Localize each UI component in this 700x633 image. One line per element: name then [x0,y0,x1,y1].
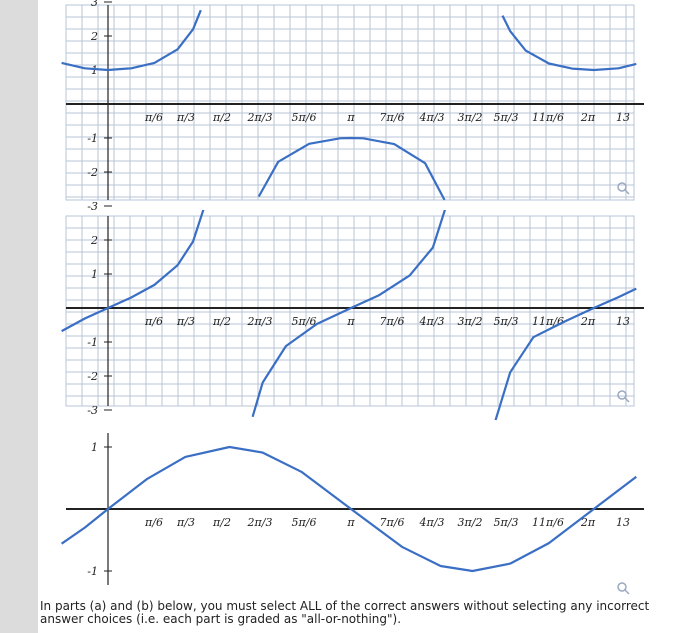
x-tick-label: 13 [616,516,630,529]
x-tick-label: 11π/6 [532,315,564,328]
x-tick-label: 4π/3 [419,111,445,124]
series-line [61,210,205,333]
x-tick-label: 5π/6 [292,315,317,328]
x-tick-label: 7π/6 [380,111,405,124]
x-tick-label: 11π/6 [532,516,564,529]
y-tick-label: -1 [87,565,98,578]
x-tick-label: 3π/2 [458,315,483,328]
y-tick-label: 1 [91,441,98,454]
x-tick-label: π [346,516,355,529]
series-line [257,136,446,201]
magnifier-icon[interactable] [616,580,630,595]
x-tick-label: 2π/3 [247,516,273,529]
x-tick-label: π/3 [176,315,195,328]
x-tick-label: π/6 [144,516,163,529]
grid [65,4,635,201]
x-tick-label: 5π/3 [494,111,519,124]
series-line [61,9,202,72]
y-tick-label: 3 [91,0,98,9]
grid [65,215,635,407]
x-tick-label: π/2 [212,111,231,124]
x-tick-label: 2π/3 [247,111,273,124]
x-tick-label: 3π/2 [458,111,483,124]
x-tick-label: 2π [580,315,596,328]
y-tick-label: 2 [90,30,98,43]
series-line [251,210,447,418]
y-tick-label: -1 [87,132,98,145]
x-tick-label: 7π/6 [380,516,405,529]
x-tick-label: 13 [616,315,630,328]
x-tick-label: 4π/3 [419,516,445,529]
y-tick-label: -3 [87,200,98,210]
y-tick-label: 1 [91,64,98,77]
x-tick-label: π/2 [212,315,231,328]
x-tick-label: 13 [616,111,630,124]
y-tick-label: -2 [87,166,98,179]
x-tick-label: 2π/3 [247,315,273,328]
series-line [494,287,637,420]
plot-frame [65,4,635,201]
y-tick-label: -1 [87,336,98,349]
magnifier-icon[interactable] [616,180,630,195]
y-tick-label: 2 [90,234,98,247]
plot-frame [65,215,635,407]
x-tick-label: π [346,315,355,328]
x-tick-label: π/3 [176,111,195,124]
x-tick-label: 5π/3 [494,516,519,529]
magnifier-icon[interactable] [616,388,630,403]
x-tick-label: 7π/6 [380,315,405,328]
x-tick-label: π/2 [212,516,231,529]
x-tick-label: 11π/6 [532,111,564,124]
x-tick-label: π/6 [144,315,163,328]
series-line [501,15,637,72]
x-tick-label: 4π/3 [419,315,445,328]
x-tick-label: 3π/2 [458,516,483,529]
x-tick-label: 2π [580,111,596,124]
y-tick-label: -2 [87,370,98,383]
x-tick-label: 5π/6 [292,111,317,124]
x-tick-label: 5π/6 [292,516,317,529]
chart-sin: π/6 π/3 π/2 2π/3 5π/6 π 7π/6 4π/3 3π/2 5π/3 11π/6 2… [60,433,644,585]
x-tick-label: 2π [580,516,596,529]
x-tick-label: π [346,111,355,124]
y-tick-label: 3 [91,210,98,213]
x-tick-label: π/3 [176,516,195,529]
x-tick-label: π/6 [144,111,163,124]
graph-page: π/6 π/3 π/2 2π/3 5π/6 π 7π/6 4π/3 3π/2 5π/3 11π/6 2… [38,0,700,633]
chart-sec: π/6 π/3 π/2 2π/3 5π/6 π 7π/6 4π/3 3π/2 5π/3 11π/6 2… [61,0,644,210]
chart-tan: π/6 π/3 π/2 2π/3 5π/6 π 7π/6 4π/3 3π/2 5π/3 11π/6 2… [61,210,644,420]
series-line [60,445,637,573]
y-tick-label: 1 [91,268,98,281]
instructions-text: In parts (a) and (b) below, you must sel… [40,599,650,626]
x-tick-label: 5π/3 [494,315,519,328]
y-tick-label: -3 [87,404,98,417]
